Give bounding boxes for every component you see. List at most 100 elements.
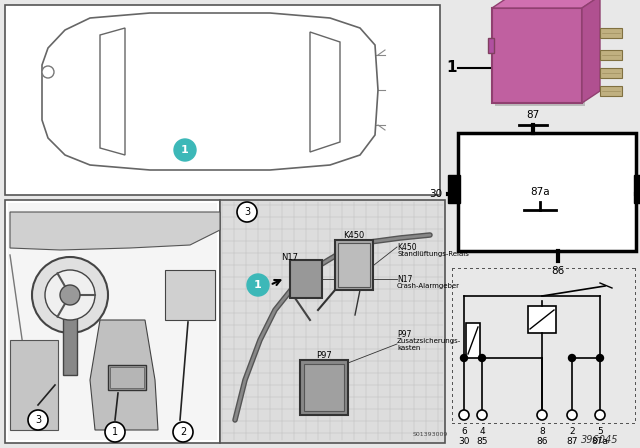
- Circle shape: [105, 422, 125, 442]
- Text: 1: 1: [112, 427, 118, 437]
- Bar: [536, 268, 539, 269]
- Bar: [476, 268, 479, 269]
- Polygon shape: [492, 0, 600, 8]
- Bar: [488, 423, 491, 424]
- Bar: [452, 286, 453, 289]
- Bar: [590, 268, 593, 269]
- Text: K450: K450: [397, 243, 417, 252]
- Bar: [338, 243, 370, 287]
- Bar: [600, 28, 622, 38]
- Bar: [635, 292, 636, 295]
- Circle shape: [461, 354, 467, 362]
- Text: N17: N17: [282, 253, 298, 262]
- Circle shape: [568, 354, 575, 362]
- Bar: [108, 365, 146, 390]
- Bar: [492, 8, 582, 103]
- Bar: [578, 268, 581, 269]
- Bar: [488, 268, 491, 269]
- Bar: [452, 358, 453, 361]
- Bar: [452, 280, 453, 283]
- Bar: [452, 292, 453, 295]
- Text: Crash-Alarmgeber: Crash-Alarmgeber: [397, 283, 460, 289]
- Polygon shape: [100, 28, 125, 155]
- Bar: [494, 268, 497, 269]
- Text: 87: 87: [526, 110, 540, 120]
- Bar: [524, 423, 527, 424]
- Bar: [602, 423, 605, 424]
- Polygon shape: [42, 13, 378, 170]
- Text: 30: 30: [458, 436, 470, 445]
- Text: 30: 30: [429, 190, 443, 199]
- Bar: [452, 352, 453, 355]
- Bar: [572, 268, 575, 269]
- Bar: [626, 268, 629, 269]
- Bar: [635, 280, 636, 283]
- Bar: [512, 423, 515, 424]
- Bar: [518, 423, 521, 424]
- Bar: [495, 11, 585, 106]
- Bar: [470, 268, 473, 269]
- Bar: [506, 268, 509, 269]
- Bar: [335, 240, 373, 290]
- Bar: [584, 268, 587, 269]
- Bar: [506, 423, 509, 424]
- Bar: [590, 423, 593, 424]
- Bar: [635, 412, 636, 415]
- Text: 1: 1: [447, 60, 457, 76]
- Text: N17: N17: [397, 275, 412, 284]
- Bar: [542, 423, 545, 424]
- Bar: [635, 322, 636, 325]
- Bar: [600, 68, 622, 78]
- Bar: [448, 175, 460, 203]
- Bar: [634, 175, 640, 203]
- Polygon shape: [582, 0, 600, 103]
- Bar: [548, 268, 551, 269]
- Text: K450: K450: [344, 232, 365, 241]
- Bar: [452, 418, 453, 421]
- Bar: [470, 423, 473, 424]
- Bar: [452, 370, 453, 373]
- Polygon shape: [90, 320, 158, 430]
- Bar: [63, 295, 77, 375]
- Bar: [635, 310, 636, 313]
- Bar: [554, 268, 557, 269]
- Bar: [165, 270, 215, 320]
- Bar: [530, 423, 533, 424]
- Bar: [452, 394, 453, 397]
- Circle shape: [567, 410, 577, 420]
- Bar: [635, 382, 636, 385]
- Bar: [614, 268, 617, 269]
- Polygon shape: [10, 212, 220, 250]
- Text: 5: 5: [597, 426, 603, 435]
- Bar: [464, 423, 467, 424]
- Text: 86: 86: [536, 436, 548, 445]
- Text: 1: 1: [181, 145, 189, 155]
- Circle shape: [595, 410, 605, 420]
- Bar: [452, 376, 453, 379]
- Bar: [620, 423, 623, 424]
- Bar: [635, 358, 636, 361]
- Bar: [452, 310, 453, 313]
- Bar: [602, 268, 605, 269]
- Text: 87a: 87a: [530, 187, 550, 197]
- Bar: [482, 423, 485, 424]
- Bar: [635, 364, 636, 367]
- Bar: [512, 268, 515, 269]
- Text: 3: 3: [244, 207, 250, 217]
- Bar: [596, 268, 599, 269]
- Bar: [635, 286, 636, 289]
- Bar: [600, 86, 622, 96]
- Circle shape: [173, 422, 193, 442]
- Bar: [458, 268, 461, 269]
- Text: P97: P97: [316, 352, 332, 361]
- Bar: [596, 423, 599, 424]
- Text: 2: 2: [569, 426, 575, 435]
- Bar: [452, 334, 453, 337]
- Bar: [635, 352, 636, 355]
- Text: 8: 8: [539, 426, 545, 435]
- Bar: [5, 5, 440, 195]
- Bar: [452, 304, 453, 307]
- Bar: [578, 423, 581, 424]
- Bar: [494, 423, 497, 424]
- Text: Zusatzsicherungs-
kasten: Zusatzsicherungs- kasten: [397, 338, 461, 351]
